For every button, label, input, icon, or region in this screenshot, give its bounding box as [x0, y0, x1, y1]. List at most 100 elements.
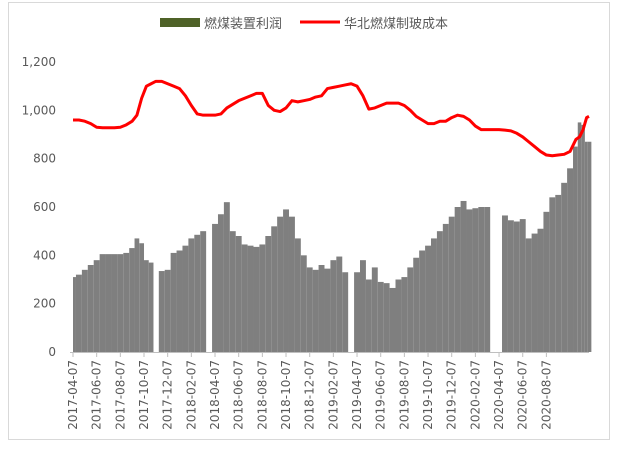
bar: [194, 234, 201, 352]
legend-label-line-series: 华北燃煤制玻成本: [344, 16, 448, 32]
bar: [330, 260, 337, 352]
bar: [123, 252, 130, 352]
x-tick-label: 2018-10-07: [279, 360, 293, 430]
bar: [454, 207, 461, 352]
bar: [383, 283, 390, 353]
x-tick-label: 2020-02-07: [468, 360, 482, 430]
x-tick-label: 2017-12-07: [161, 360, 175, 430]
bar: [294, 238, 301, 352]
x-tick-label: 2017-10-07: [137, 360, 151, 430]
bar: [478, 207, 485, 352]
line-series: [73, 79, 590, 158]
bar: [81, 269, 88, 352]
bar: [436, 231, 443, 352]
bar: [235, 236, 242, 352]
bar: [336, 256, 343, 352]
bar: [537, 228, 544, 352]
bar: [567, 168, 574, 352]
bar: [442, 223, 449, 352]
bar: [466, 209, 473, 352]
bar: [377, 281, 384, 352]
line-series-layer: [73, 79, 590, 158]
bar-series: [73, 122, 592, 353]
x-tick-label: 2017-08-07: [113, 360, 127, 430]
x-tick-label: 2018-06-07: [232, 360, 246, 430]
bar: [549, 197, 556, 352]
bar: [111, 254, 118, 353]
bar: [448, 216, 455, 352]
bar: [134, 238, 140, 352]
bar: [525, 238, 532, 352]
bar: [182, 245, 189, 352]
bar: [342, 272, 349, 352]
bar: [502, 215, 508, 352]
x-tick-label: 2020-04-07: [492, 360, 506, 430]
legend: 燃煤装置利润 华北燃煤制玻成本: [160, 16, 448, 32]
bar: [395, 279, 402, 352]
bar: [148, 262, 154, 352]
bar: [176, 250, 183, 352]
y-tick-label: 800: [33, 152, 56, 166]
bar: [419, 250, 426, 352]
bar: [519, 219, 526, 352]
bar: [413, 257, 420, 352]
bar: [247, 245, 254, 352]
x-tick-label: 2019-02-07: [326, 360, 340, 430]
bar: [75, 274, 82, 352]
bar: [354, 272, 360, 352]
bar: [324, 268, 331, 353]
bar: [365, 279, 372, 352]
bar: [93, 260, 100, 352]
bar: [117, 254, 124, 353]
x-tick-label: 2019-04-07: [350, 360, 364, 430]
bar: [229, 231, 236, 352]
y-tick-label: 0: [48, 345, 56, 359]
y-tick-label: 200: [33, 297, 56, 311]
bar: [212, 223, 218, 352]
bar: [73, 277, 76, 352]
x-tick-label: 2019-08-07: [397, 360, 411, 430]
x-tick-label: 2018-12-07: [303, 360, 317, 430]
x-tick-label: 2018-04-07: [208, 360, 222, 430]
bar: [401, 277, 408, 352]
bar: [277, 216, 284, 352]
legend-label-bar-series: 燃煤装置利润: [204, 16, 282, 32]
bar: [139, 243, 145, 352]
bar: [170, 252, 177, 352]
bar: [472, 208, 479, 352]
bar: [200, 231, 207, 352]
x-tick-label: 2020-08-07: [539, 360, 553, 430]
x-tick-label: 2019-10-07: [421, 360, 435, 430]
bar: [584, 141, 588, 352]
bar: [543, 211, 550, 352]
x-tick-label: 2019-06-07: [374, 360, 388, 430]
bar: [318, 265, 325, 352]
bar: [87, 265, 94, 352]
bar: [577, 122, 582, 352]
y-tick-label: 1,000: [22, 103, 56, 117]
bar: [407, 267, 414, 352]
bar: [573, 146, 578, 352]
bar: [581, 124, 585, 352]
bar: [431, 238, 437, 352]
bar: [129, 248, 135, 352]
bar: [531, 233, 538, 352]
bar: [288, 216, 295, 352]
bar: [164, 269, 171, 352]
bar: [587, 141, 592, 352]
x-tick-label: 2018-02-07: [184, 360, 198, 430]
bar: [460, 200, 467, 352]
bar: [217, 214, 224, 352]
bar: [561, 182, 568, 352]
bar: [306, 267, 313, 352]
bar: [389, 287, 396, 352]
y-axis: 0 200 400 600 800 1,000 1,200: [22, 55, 56, 359]
bar: [105, 254, 112, 353]
bar: [507, 220, 514, 352]
bar: [484, 207, 491, 352]
bar: [312, 269, 319, 352]
bar: [271, 226, 278, 352]
bar: [300, 255, 307, 352]
x-tick-label: 2020-06-07: [516, 360, 530, 430]
